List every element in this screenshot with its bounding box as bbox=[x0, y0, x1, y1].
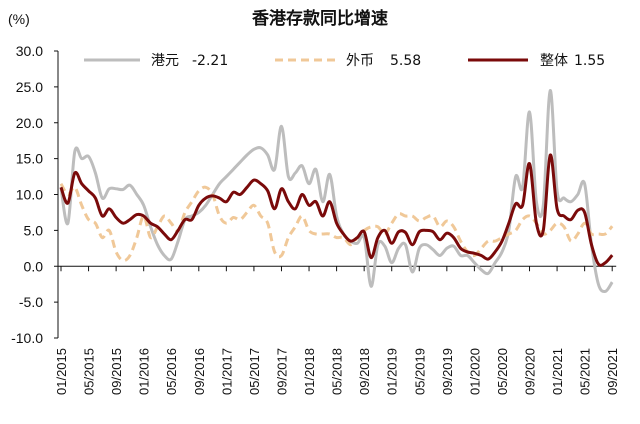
x-tick-label: 09/2020 bbox=[523, 348, 538, 395]
legend: 港元 -2.21 外币 5.58 整体 1.55 bbox=[84, 53, 605, 69]
x-tick-label: 09/2015 bbox=[109, 348, 124, 395]
x-tick-label: 01/2018 bbox=[302, 348, 317, 395]
axes: 30.0 25.0 20.0 15.0 10.0 5.0 0.0 -5.0 -10.0 01/20… bbox=[11, 43, 620, 395]
x-tick-label: 01/2020 bbox=[467, 348, 482, 395]
x-tick-label: 01/2016 bbox=[137, 348, 152, 395]
x-tick-label: 09/2017 bbox=[274, 348, 289, 395]
x-tick-label: 05/2015 bbox=[82, 348, 97, 395]
y-tick-label: 0.0 bbox=[24, 258, 44, 274]
x-tick-label: 09/2021 bbox=[605, 348, 620, 395]
chart-title: 香港存款同比增速 bbox=[252, 8, 388, 29]
y-tick-label: 15.0 bbox=[16, 151, 43, 167]
x-tick-label: 05/2016 bbox=[164, 348, 179, 395]
x-tick-label: 05/2021 bbox=[578, 348, 593, 395]
y-tick-label: -10.0 bbox=[11, 330, 43, 346]
legend-value: 5.58 bbox=[390, 53, 421, 69]
x-tick-label: 05/2019 bbox=[412, 348, 427, 395]
x-tick-label: 01/2019 bbox=[385, 348, 400, 395]
y-tick-label: 30.0 bbox=[16, 43, 43, 59]
y-tick-label: 20.0 bbox=[16, 115, 43, 131]
legend-value: -2.21 bbox=[192, 53, 228, 69]
legend-label: 港元 bbox=[151, 53, 179, 69]
y-tick-label: 5.0 bbox=[24, 222, 44, 238]
x-tick-label: 09/2019 bbox=[440, 348, 455, 395]
x-tick-label: 01/2021 bbox=[550, 348, 565, 395]
legend-label: 外币 bbox=[346, 53, 374, 69]
series-line-foreign-currency bbox=[59, 182, 614, 263]
y-tick-label: 25.0 bbox=[16, 79, 43, 95]
x-tick-label: 01/2015 bbox=[54, 348, 69, 395]
series-lines bbox=[59, 88, 614, 293]
x-tick-label: 01/2017 bbox=[219, 348, 234, 395]
legend-value: 1.55 bbox=[574, 53, 605, 69]
legend-label: 整体 bbox=[540, 53, 568, 69]
series-line-hkd bbox=[59, 88, 614, 293]
x-tick-label: 05/2018 bbox=[330, 348, 345, 395]
x-tick-label: 05/2020 bbox=[495, 348, 510, 395]
x-tick-label: 09/2018 bbox=[357, 348, 372, 395]
x-tick-label: 05/2017 bbox=[247, 348, 262, 395]
x-tick-label: 09/2016 bbox=[192, 348, 207, 395]
y-axis-unit-label: (%) bbox=[8, 11, 30, 27]
y-tick-label: -5.0 bbox=[19, 294, 43, 310]
series-line-total bbox=[59, 153, 614, 267]
y-tick-label: 10.0 bbox=[16, 187, 43, 203]
